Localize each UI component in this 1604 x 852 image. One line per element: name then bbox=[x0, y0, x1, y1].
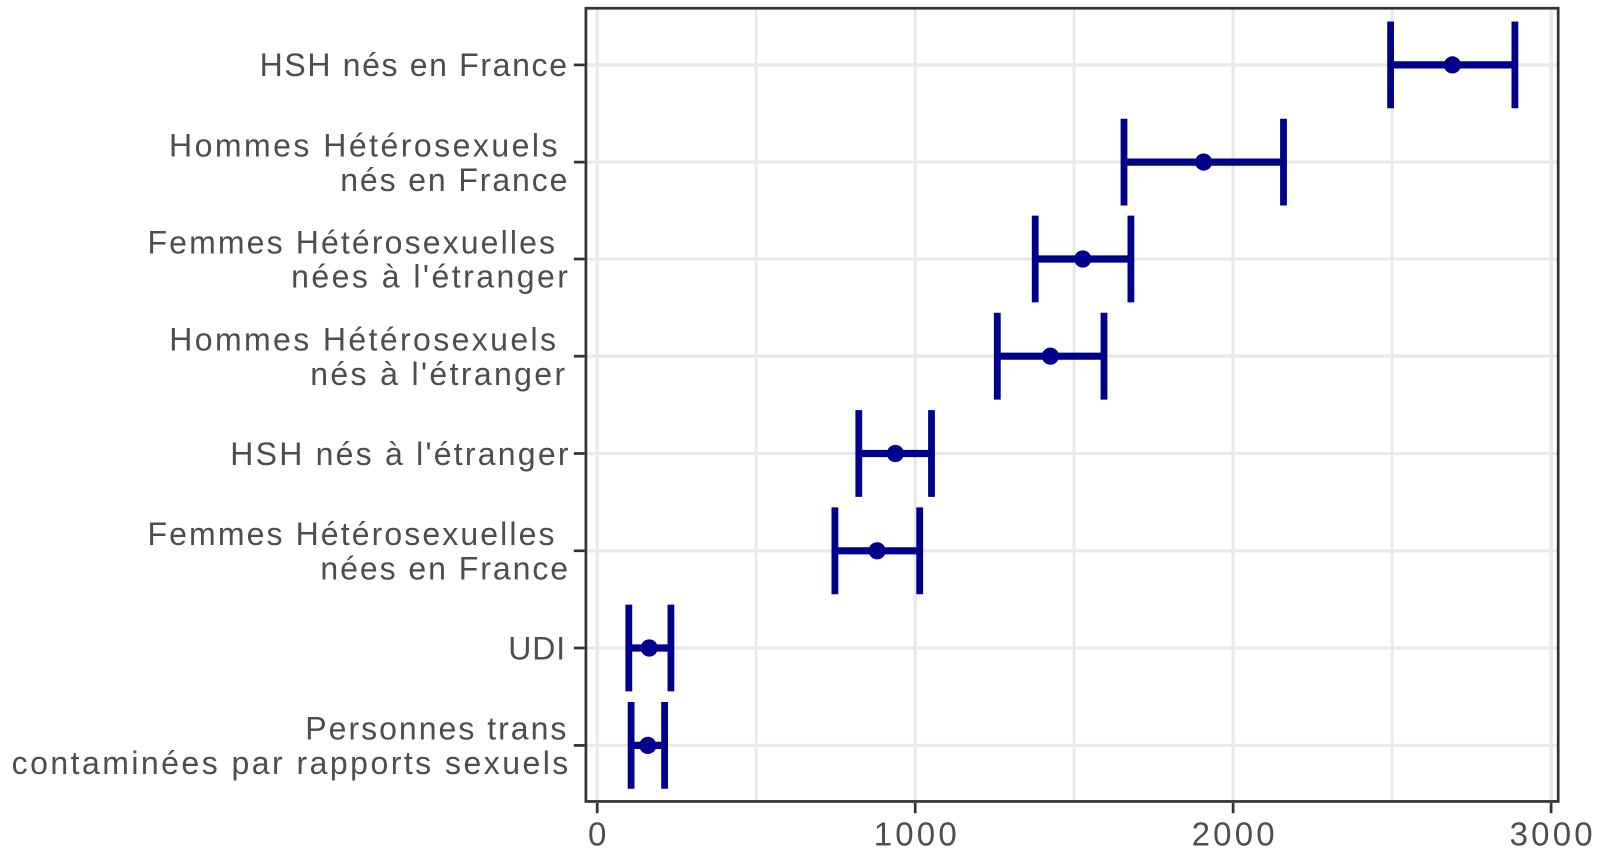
svg-text:0: 0 bbox=[588, 816, 606, 852]
svg-text:Hommes Hétérosexuels: Hommes Hétérosexuels bbox=[169, 128, 558, 164]
svg-text:Personnes trans: Personnes trans bbox=[305, 710, 566, 746]
svg-text:nés à l'étranger: nés à l'étranger bbox=[310, 356, 565, 392]
svg-text:UDI: UDI bbox=[508, 630, 565, 666]
svg-text:nées en France: nées en France bbox=[320, 550, 568, 586]
svg-text:contaminées par rapports sexue: contaminées par rapports sexuels bbox=[12, 745, 569, 781]
svg-text:HSH nés à l'étranger: HSH nés à l'étranger bbox=[230, 436, 569, 472]
svg-text:HSH nés en France: HSH nés en France bbox=[260, 47, 567, 83]
svg-text:Hommes Hétérosexuels: Hommes Hétérosexuels bbox=[169, 322, 556, 358]
svg-text:nés en France: nés en France bbox=[340, 162, 567, 198]
svg-text:Femmes Hétérosexuelles: Femmes Hétérosexuelles bbox=[148, 224, 556, 260]
svg-text:Femmes Hétérosexuelles: Femmes Hétérosexuelles bbox=[148, 516, 555, 552]
